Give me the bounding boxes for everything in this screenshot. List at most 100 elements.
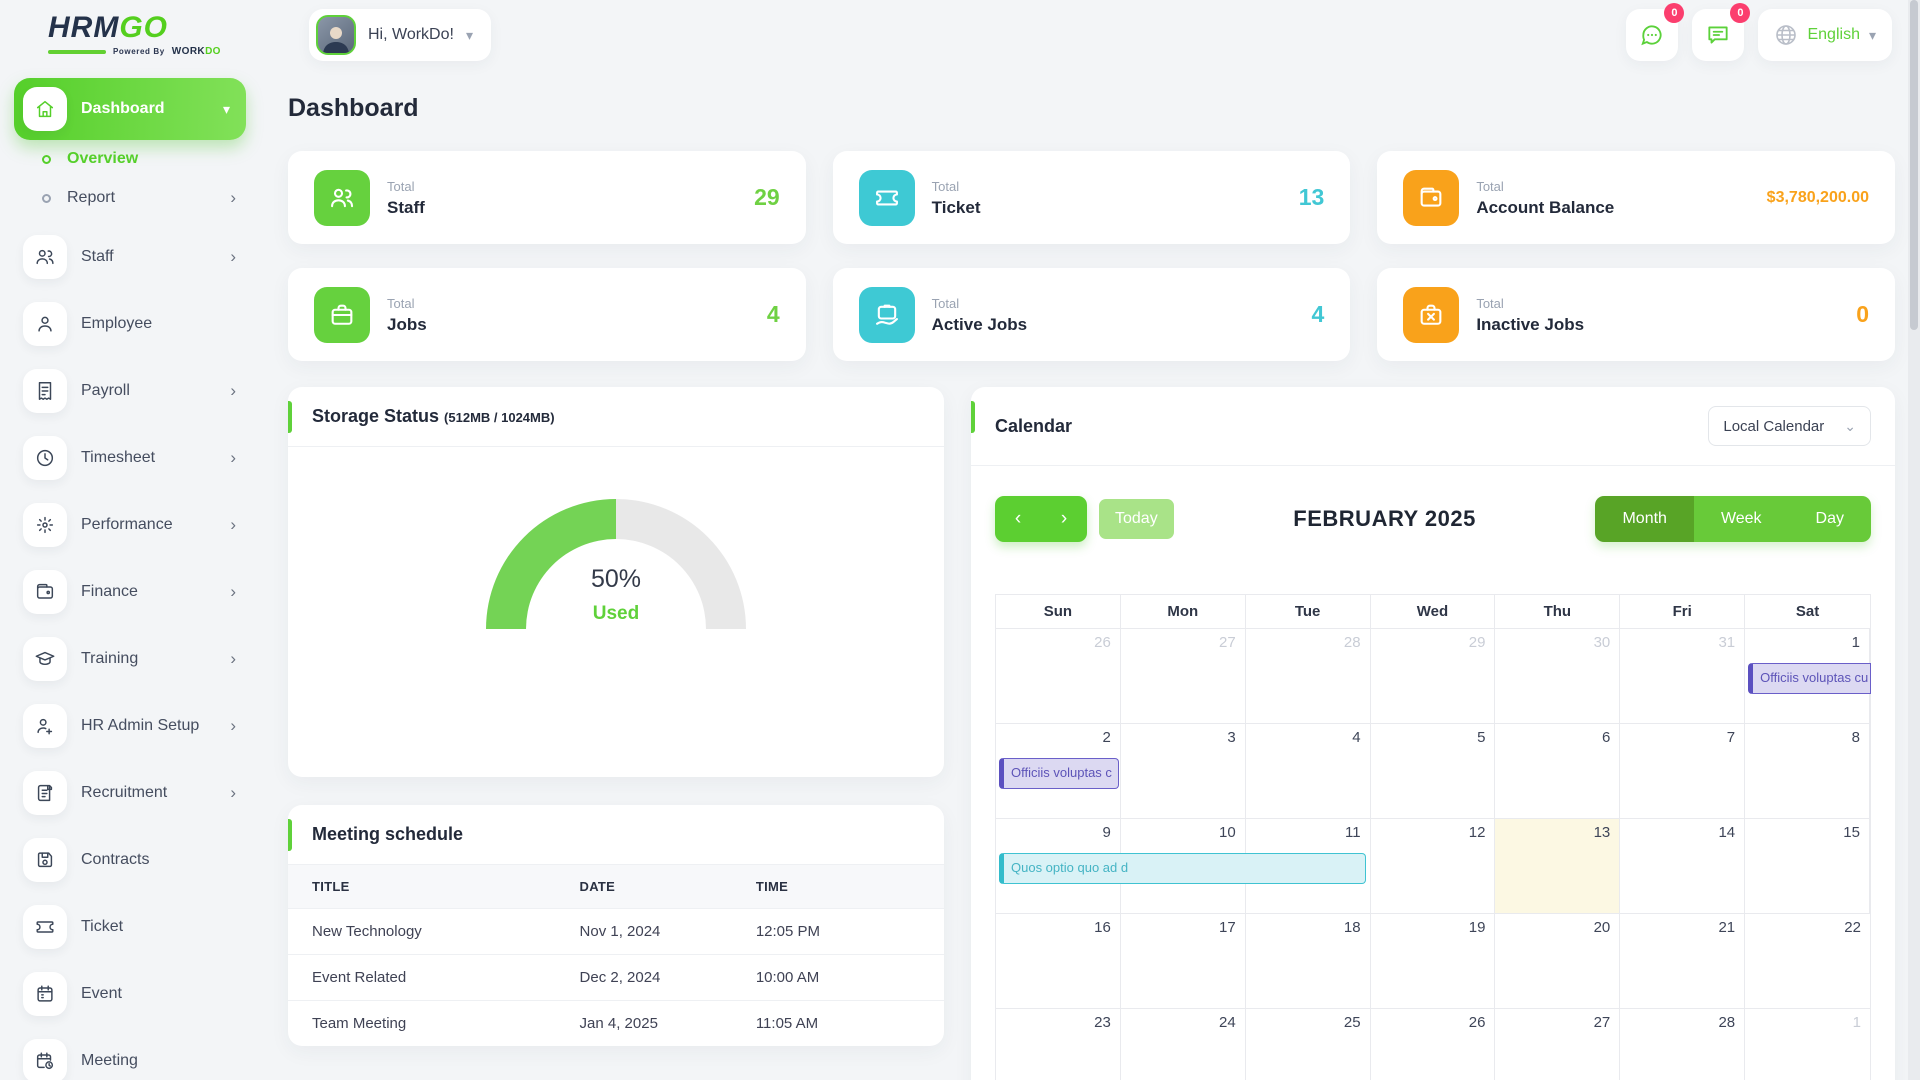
calendar-day-cell[interactable]: 26 xyxy=(996,629,1121,724)
sidebar-item-performance[interactable]: Performance › xyxy=(14,497,246,553)
calendar-event[interactable]: Officiis voluptas c xyxy=(999,758,1119,789)
calendar-day-cell[interactable]: 31 xyxy=(1620,629,1746,724)
table-row[interactable]: New Technology Nov 1, 2024 12:05 PM xyxy=(288,908,944,954)
wallet-stat-icon xyxy=(1403,169,1460,226)
table-row[interactable]: Team Meeting Jan 4, 2025 11:05 AM xyxy=(288,1000,944,1046)
stat-label: Inactive Jobs xyxy=(1476,314,1585,334)
calendar-day-cell[interactable]: 5 xyxy=(1370,724,1496,819)
page-scrollbar[interactable] xyxy=(1908,0,1920,1080)
calendar-day-cell[interactable]: 16 xyxy=(996,914,1121,1009)
calendar-toolbar: ‹ › Today FEBRUARY 2025 Month Week Day xyxy=(995,496,1871,542)
calendar-day-cell[interactable]: 2 xyxy=(996,724,1121,819)
calendar-day-cell[interactable]: 28 xyxy=(1620,1009,1746,1080)
stat-card-staff[interactable]: Total Staff 29 xyxy=(288,151,806,244)
language-selector[interactable]: English ▾ xyxy=(1758,9,1892,61)
calendar-day-cell[interactable]: 30 xyxy=(1495,629,1621,724)
calendar-day-cell[interactable]: 7 xyxy=(1620,724,1746,819)
workdo-brand: WORKDO xyxy=(171,46,221,57)
jobs-stat-icon xyxy=(314,286,370,343)
chevron-down-icon: ▾ xyxy=(1868,26,1876,43)
table-row[interactable]: Event Related Dec 2, 2024 10:00 AM xyxy=(288,954,944,1000)
calendar-day-cell[interactable]: 28 xyxy=(1245,629,1371,724)
calendar-week-row: 9 10 11 12 13 14 15 Quos optio quo ad d xyxy=(996,819,1870,914)
calendar-day-cell[interactable]: 27 xyxy=(1495,1009,1621,1080)
sidebar-item-report[interactable]: Report › xyxy=(14,178,246,218)
calendar-prev-button[interactable]: ‹ xyxy=(995,496,1041,542)
calendar-source-select[interactable]: Local Calendar ⌄ xyxy=(1708,406,1871,446)
sidebar-item-training[interactable]: Training › xyxy=(14,631,246,687)
sidebar-item-label: Employee xyxy=(81,315,153,332)
calendar-day-cell[interactable]: 22 xyxy=(1745,914,1870,1009)
user-avatar xyxy=(316,15,356,55)
sidebar-item-contracts[interactable]: Contracts xyxy=(14,832,246,888)
calendar-today-button[interactable]: Today xyxy=(1099,499,1174,539)
sidebar-item-dashboard[interactable]: Dashboard ▾ xyxy=(14,78,246,140)
day-number: 3 xyxy=(1227,729,1236,746)
calendar-day-cell[interactable]: 27 xyxy=(1120,629,1246,724)
sidebar-item-finance[interactable]: Finance › xyxy=(14,564,246,620)
day-number: 25 xyxy=(1343,1014,1361,1031)
calendar-day-cell[interactable]: 23 xyxy=(996,1009,1121,1080)
app-logo[interactable]: HRMGO Powered By WORKDO xyxy=(48,13,263,57)
calendar-day-cell[interactable]: 25 xyxy=(1246,1009,1371,1080)
calendar-day-cell[interactable]: 26 xyxy=(1371,1009,1496,1080)
calendar-event[interactable]: Quos optio quo ad d xyxy=(999,853,1366,884)
notifications-button[interactable]: 0 xyxy=(1692,3,1751,61)
calendar-view-week[interactable]: Week xyxy=(1693,496,1789,542)
target-icon xyxy=(23,503,67,547)
stat-card-account-balance[interactable]: Total Account Balance $3,780,200.00 xyxy=(1377,151,1895,244)
sidebar-item-meeting[interactable]: Meeting xyxy=(14,1033,246,1080)
stat-card-jobs[interactable]: Total Jobs 4 xyxy=(288,268,806,361)
sidebar-item-staff[interactable]: Staff › xyxy=(14,229,246,285)
calendar-day-cell[interactable]: 20 xyxy=(1495,914,1621,1009)
calendar-day-cell-today[interactable]: 13 xyxy=(1495,819,1621,914)
calendar-day-cell[interactable]: 18 xyxy=(1245,914,1371,1009)
calendar-day-cell[interactable]: 3 xyxy=(1120,724,1246,819)
messages-button[interactable]: 0 xyxy=(1626,3,1685,61)
sidebar-item-timesheet[interactable]: Timesheet › xyxy=(14,430,246,486)
staff-stat-icon xyxy=(314,169,370,226)
calendar-day-cell[interactable]: 29 xyxy=(1370,629,1496,724)
sidebar-item-payroll[interactable]: Payroll › xyxy=(14,363,246,419)
user-menu[interactable]: Hi, WorkDo! ▾ xyxy=(309,9,491,61)
calendar-day-cell[interactable]: 11 xyxy=(1245,819,1371,914)
calendar-day-cell[interactable]: 12 xyxy=(1370,819,1496,914)
logo-text: HRMGO xyxy=(48,13,263,43)
calendar-day-cell[interactable]: 24 xyxy=(1121,1009,1246,1080)
staff-icon xyxy=(23,235,67,279)
card-accent xyxy=(288,819,292,851)
calendar-day-cell[interactable]: 1 xyxy=(1745,1009,1870,1080)
calendar-day-cell[interactable]: 4 xyxy=(1245,724,1371,819)
stat-card-ticket[interactable]: Total Ticket 13 xyxy=(832,151,1351,244)
day-number: 5 xyxy=(1477,729,1486,746)
sidebar-item-employee[interactable]: Employee xyxy=(14,296,246,352)
day-number: 8 xyxy=(1851,729,1860,746)
storage-capacity: (512MB / 1024MB) xyxy=(444,410,555,425)
calendar-next-button[interactable]: › xyxy=(1041,496,1087,542)
calendar-day-cell[interactable]: 21 xyxy=(1620,914,1746,1009)
calendar-day-cell[interactable]: 8 xyxy=(1745,724,1870,819)
payroll-icon xyxy=(23,369,67,413)
sidebar-item-recruitment[interactable]: Recruitment › xyxy=(14,765,246,821)
chat-icon xyxy=(1641,25,1663,46)
calendar-event[interactable]: Officiis voluptas cu xyxy=(1748,663,1871,694)
calendar-day-cell[interactable]: 17 xyxy=(1120,914,1246,1009)
calendar-day-cell[interactable]: 19 xyxy=(1370,914,1496,1009)
day-number: 10 xyxy=(1219,824,1236,841)
calendar-day-cell[interactable]: 14 xyxy=(1620,819,1746,914)
sidebar-item-overview[interactable]: Overview xyxy=(14,140,246,178)
calendar-view-day[interactable]: Day xyxy=(1788,496,1871,542)
calendar-clock-icon xyxy=(23,1039,67,1080)
calendar-day-cell[interactable]: 6 xyxy=(1495,724,1621,819)
stat-card-active-jobs[interactable]: Total Active Jobs 4 xyxy=(832,268,1351,361)
day-number: 11 xyxy=(1344,824,1361,841)
calendar-view-month[interactable]: Month xyxy=(1595,496,1694,542)
scrollbar-thumb[interactable] xyxy=(1910,0,1918,330)
sidebar-item-label: Ticket xyxy=(81,918,124,935)
calendar-day-cell[interactable]: 15 xyxy=(1745,819,1870,914)
sidebar-item-event[interactable]: Event xyxy=(14,966,246,1022)
sidebar-item-ticket[interactable]: Ticket xyxy=(14,899,246,955)
stat-card-inactive-jobs[interactable]: Total Inactive Jobs 0 xyxy=(1377,268,1895,361)
sidebar-item-hr-admin-setup[interactable]: HR Admin Setup › xyxy=(14,698,246,754)
document-icon xyxy=(23,771,67,815)
